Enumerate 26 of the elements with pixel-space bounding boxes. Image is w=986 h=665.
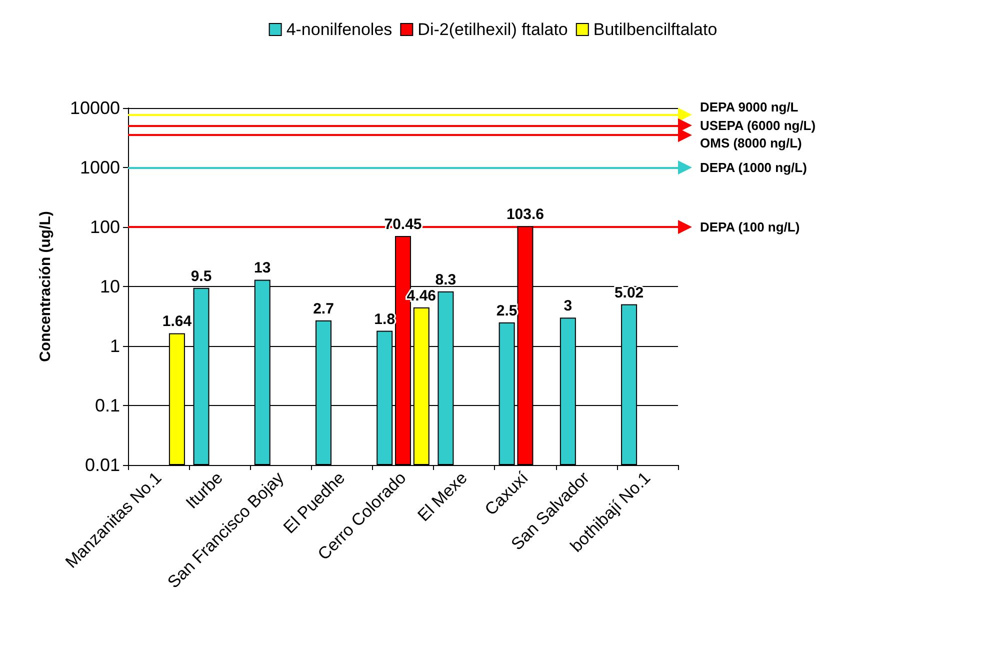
data-label: 1.8 xyxy=(374,310,396,328)
y-axis-title: Concentración (ug/L) xyxy=(37,211,54,362)
ref-line-label: OMS (8000 ng/L) xyxy=(700,136,802,151)
data-label: 9.5 xyxy=(190,268,212,285)
legend-label: Butilbencilftalato xyxy=(593,20,718,39)
y-tick-label: 10000 xyxy=(70,98,120,118)
y-tick-label: 1 xyxy=(110,336,120,356)
ref-line-label: DEPA (100 ng/L) xyxy=(700,220,800,234)
y-tick-label: 0.1 xyxy=(94,396,120,416)
data-label: 2.5 xyxy=(496,302,518,320)
legend-label: 4-nonilfenoles xyxy=(286,20,392,39)
data-label: 3 xyxy=(564,298,572,315)
y-tick-label: 0.01 xyxy=(84,455,120,475)
data-label: 103.6 xyxy=(506,206,544,224)
ref-line-label: DEPA 9000 ng/L xyxy=(700,99,798,114)
data-label: 2.7 xyxy=(313,300,334,318)
legend-label: Di-2(etilhexil) ftalato xyxy=(418,20,568,39)
y-tick-label: 1000 xyxy=(80,158,120,178)
data-label: 8.3 xyxy=(435,271,456,288)
data-label: 13 xyxy=(254,260,271,277)
data-label: 5.02 xyxy=(614,284,644,302)
y-tick-label: 100 xyxy=(90,217,120,237)
ref-line-label: DEPA (1000 ng/L) xyxy=(700,160,807,175)
y-tick-label: 10 xyxy=(100,276,120,296)
ref-line-label: USEPA (6000 ng/L) xyxy=(700,118,816,133)
data-label: 1.64 xyxy=(162,313,192,330)
